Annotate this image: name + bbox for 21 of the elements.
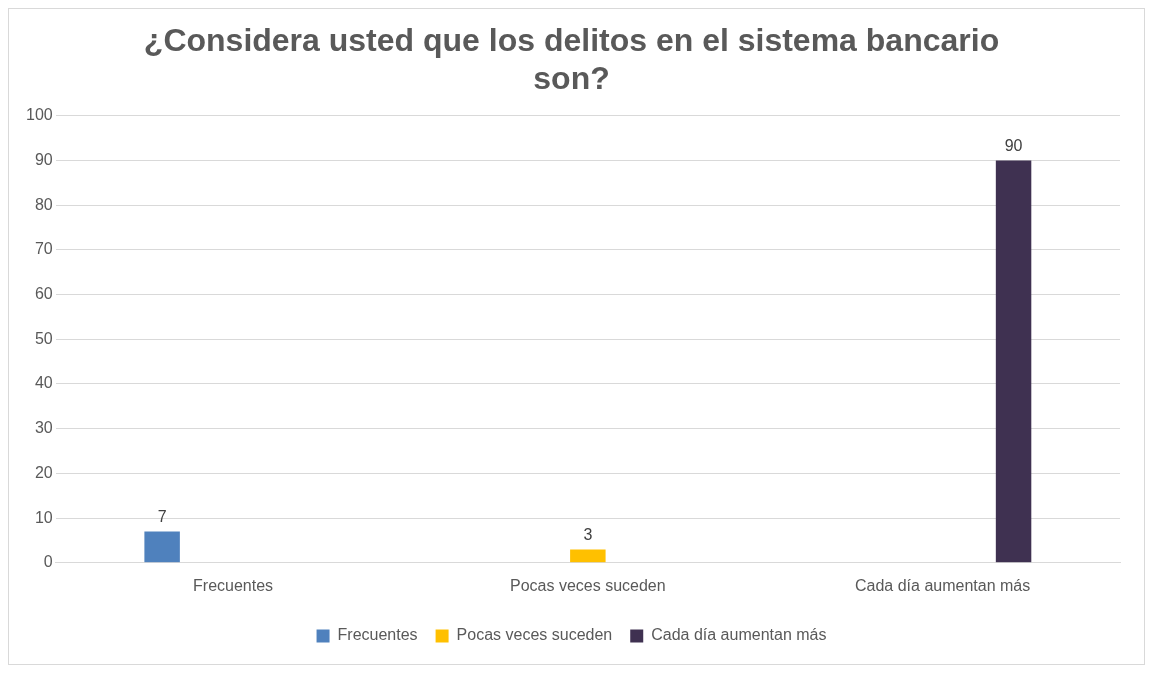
y-tick-label: 0 [43,553,53,571]
y-tick-label: 40 [34,374,53,392]
y-tick-label: 100 [25,106,53,124]
data-label: 3 [583,525,593,543]
legend-label: Frecuentes [337,626,418,644]
legend-label: Cada día aumentan más [651,626,827,644]
legend-label: Pocas veces suceden [456,626,613,644]
x-tick-label: Frecuentes [193,576,274,594]
data-label: 7 [157,507,167,525]
y-tick-label: 20 [34,463,53,481]
y-tick-label: 30 [34,419,53,437]
y-tick-label: 10 [34,508,53,526]
chart-title: ¿Considera usted que los delitos en el sistema bancario son? [143,22,1000,97]
y-tick-label: 90 [34,150,53,168]
x-tick-label: Cada día aumentan más [855,576,1031,594]
data-label: 90 [1004,136,1023,154]
x-tick-label: Pocas veces suceden [510,576,666,594]
y-tick-label: 60 [34,285,53,303]
y-tick-label: 50 [34,329,53,347]
y-tick-label: 70 [34,240,53,258]
y-tick-label: 80 [34,195,53,213]
